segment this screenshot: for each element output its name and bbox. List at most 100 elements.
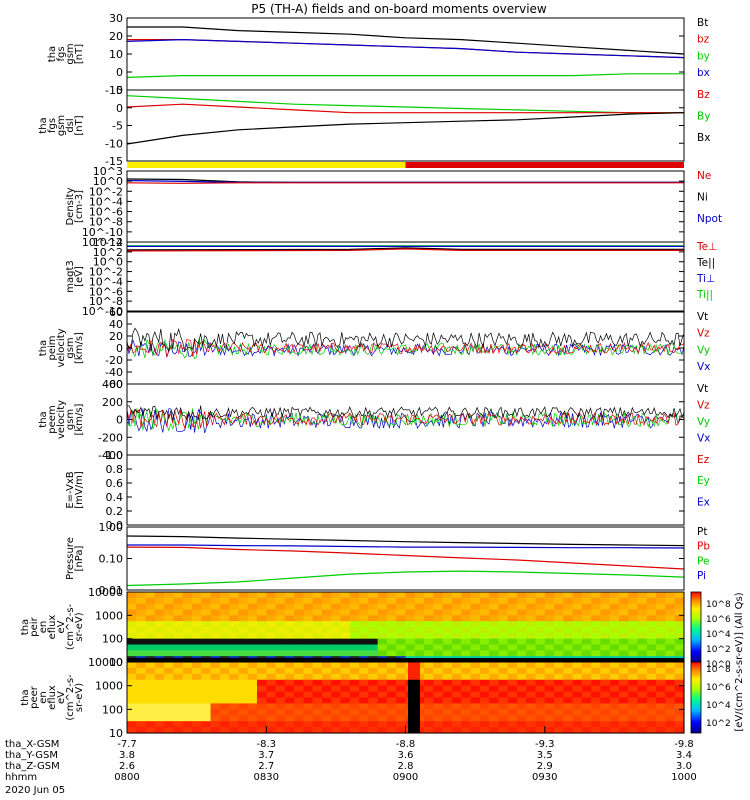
- spectrogram-cell: [433, 703, 444, 710]
- spectrogram-cell: [368, 644, 379, 651]
- spectrogram-cell: [637, 662, 648, 669]
- y-tick-label: 10^-8: [89, 295, 123, 308]
- spectrogram-cell: [581, 673, 592, 681]
- spectrogram-cell: [498, 691, 509, 699]
- spectrogram-cell: [526, 592, 537, 599]
- spectrogram-cell: [489, 597, 499, 605]
- legend-Vt: Vt: [697, 383, 708, 395]
- spectrogram-cell: [219, 615, 230, 622]
- spectrogram-cell: [368, 632, 379, 640]
- spectrogram-cell: [665, 703, 676, 710]
- spectrogram-cell: [303, 691, 314, 699]
- spectrogram-cell: [340, 691, 351, 699]
- x-tick-label: 3.0: [676, 761, 692, 772]
- spectrogram-cell: [256, 615, 267, 622]
- y-axis-label: E=-VxB: [65, 471, 76, 508]
- spectrogram-cell: [386, 691, 397, 699]
- spectrogram-cell: [284, 673, 295, 681]
- spectrogram-cell: [182, 697, 193, 705]
- spectrogram-cell: [349, 615, 360, 622]
- spectrogram-cell: [489, 615, 499, 622]
- spectrogram-cell: [637, 667, 648, 675]
- spectrogram-cell: [191, 650, 202, 657]
- spectrogram-cell: [674, 638, 685, 646]
- y-axis-label: sr-eV): [74, 612, 85, 641]
- spectrogram-cell: [498, 697, 509, 705]
- spectrogram-cell: [591, 597, 602, 605]
- spectrogram-cell: [229, 727, 239, 734]
- spectrogram-cell: [229, 644, 239, 651]
- spectrogram-cell: [219, 644, 230, 651]
- spectrogram-cell: [535, 673, 546, 681]
- series-Te⊥: [126, 248, 684, 252]
- spectrogram-cell: [377, 609, 388, 616]
- spectrogram-cell: [136, 597, 147, 605]
- spectrogram-cell: [127, 709, 137, 716]
- spectrogram-cell: [359, 662, 369, 669]
- spectrogram-cell: [396, 650, 407, 657]
- y-tick-label: 10^3: [93, 165, 123, 178]
- spectrogram-cell: [256, 638, 267, 646]
- spectrogram-cell: [127, 615, 137, 622]
- spectrogram-cell: [219, 597, 230, 605]
- spectrogram-cell: [396, 644, 407, 651]
- y-axis-label: (cm^2-s-: [65, 603, 76, 650]
- spectrogram-cell: [656, 709, 667, 716]
- spectrogram-cell: [554, 632, 564, 640]
- spectrogram-cell: [284, 615, 295, 622]
- spectrogram-cell: [321, 592, 332, 599]
- spectrogram-cell: [674, 662, 685, 669]
- spectrogram-cell: [331, 603, 342, 611]
- spectrogram-cell: [656, 632, 667, 640]
- spectrogram-cell: [127, 644, 137, 651]
- spectrogram-cell: [563, 609, 574, 616]
- legend-Npot: Npot: [697, 213, 722, 225]
- y-tick-label: 0: [116, 102, 123, 115]
- spectrogram-cell: [461, 609, 472, 616]
- spectrogram-cell: [377, 703, 388, 710]
- spectrogram-cell: [637, 691, 648, 699]
- spectrogram-cell: [164, 679, 175, 687]
- spectrogram-cell: [544, 650, 555, 657]
- spectrogram-cell: [275, 662, 286, 669]
- spectrogram-cell: [321, 597, 332, 605]
- spectrogram-cell: [424, 615, 434, 622]
- y-axis-label: [nT]: [74, 44, 85, 64]
- spectrogram-cell: [145, 592, 156, 599]
- y-tick-label: 1.00: [99, 521, 124, 534]
- spectrogram-cell: [526, 685, 537, 693]
- spectrogram-cell: [201, 697, 212, 705]
- legend-Te⊥: Te⊥: [696, 241, 717, 253]
- spectrogram-cell: [554, 685, 564, 693]
- spectrogram-cell: [191, 615, 202, 622]
- spectrogram-cell: [637, 703, 648, 710]
- spectrogram-cell: [284, 609, 295, 616]
- y-tick-label: -5: [112, 120, 123, 133]
- series-Vy: [126, 338, 685, 360]
- spectrogram-cell: [349, 691, 360, 699]
- spectrogram-cell: [628, 715, 639, 722]
- spectrogram-cell: [424, 644, 434, 651]
- y-axis-label: [cm-3]: [74, 190, 85, 223]
- y-tick-label: 10: [109, 727, 123, 740]
- spectrogram-cell: [312, 715, 323, 722]
- spectrogram-cell: [266, 703, 277, 710]
- spectrogram-cell: [247, 673, 258, 681]
- spectrogram-cell: [396, 679, 407, 687]
- spectrogram-cell: [646, 638, 657, 646]
- spectrogram-cell: [489, 603, 499, 611]
- spectrogram-cell: [164, 721, 175, 728]
- spectrogram-cell: [127, 662, 137, 669]
- spectrogram-cell: [266, 615, 277, 622]
- spectrogram-cell: [368, 662, 379, 669]
- spectrogram-cell: [572, 644, 583, 651]
- spectrogram-cell: [572, 709, 583, 716]
- spectrogram-cell: [275, 615, 286, 622]
- spectrogram-cell: [294, 721, 304, 728]
- spectrogram-cell: [619, 615, 629, 622]
- spectrogram-cell: [359, 673, 369, 681]
- spectrogram-cell: [303, 727, 314, 734]
- spectrogram-cell: [377, 597, 388, 605]
- spectrogram-cell: [238, 650, 249, 657]
- spectrogram-cell: [424, 621, 434, 628]
